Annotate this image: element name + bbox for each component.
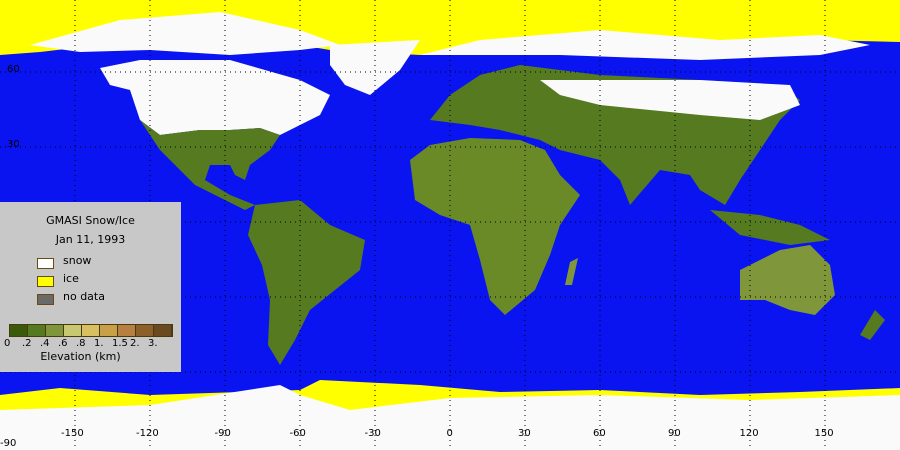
elevation-tick: .2 xyxy=(22,338,32,349)
elevation-tick: 2. xyxy=(130,338,140,349)
elevation-tick: .4 xyxy=(40,338,50,349)
australia xyxy=(740,245,835,315)
indonesia xyxy=(710,210,830,245)
south-america xyxy=(248,200,365,365)
elevation-tick: .8 xyxy=(76,338,86,349)
lon-label: -120 xyxy=(136,428,159,439)
no-data-swatch xyxy=(37,294,54,305)
colorbar-cell xyxy=(28,325,46,336)
elevation-ticks: 0 .2 .4 .6 .8 1. 1.5 2. 3. xyxy=(4,338,179,349)
lat-label-minus90: -90 xyxy=(0,438,17,449)
colorbar-cell xyxy=(46,325,64,336)
lon-label: -60 xyxy=(289,428,306,439)
lon-label: 60 xyxy=(593,428,606,439)
madagascar xyxy=(565,258,578,285)
elevation-colorbar xyxy=(9,324,173,337)
elevation-tick: 1.5 xyxy=(112,338,128,349)
colorbar-cell xyxy=(100,325,118,336)
new-zealand xyxy=(860,310,885,340)
ice-swatch xyxy=(37,276,54,287)
greenland xyxy=(330,40,420,95)
colorbar-cell xyxy=(136,325,154,336)
arctic-snow xyxy=(30,12,870,60)
colorbar-cell xyxy=(10,325,28,336)
lon-label: -90 xyxy=(214,428,231,439)
legend-title: GMASI Snow/Ice xyxy=(46,214,135,227)
elevation-tick: 3. xyxy=(148,338,158,349)
lon-label: -150 xyxy=(61,428,84,439)
snow-swatch xyxy=(37,258,54,269)
elevation-label: Elevation (km) xyxy=(40,350,121,363)
elevation-tick: 0 xyxy=(4,338,11,349)
legend: GMASI Snow/Ice Jan 11, 1993 snow ice no … xyxy=(0,202,181,372)
colorbar-cell xyxy=(154,325,172,336)
snow-label: snow xyxy=(63,254,92,267)
north-america xyxy=(100,60,330,135)
no-data-label: no data xyxy=(63,290,105,303)
lon-label: 90 xyxy=(668,428,681,439)
elevation-tick: 1. xyxy=(94,338,104,349)
lon-label: -30 xyxy=(364,428,381,439)
siberia-snow xyxy=(540,80,800,120)
lat-label-30: 30 xyxy=(7,139,20,150)
antarctica-snow xyxy=(0,385,900,450)
lon-label: 150 xyxy=(814,428,834,439)
elevation-tick: .6 xyxy=(58,338,68,349)
ice-label: ice xyxy=(63,272,79,285)
africa xyxy=(410,138,580,315)
lon-label: 0 xyxy=(446,428,453,439)
colorbar-cell xyxy=(118,325,136,336)
north-america-south xyxy=(140,120,280,210)
lon-label: 120 xyxy=(739,428,759,439)
lat-label-60: 60 xyxy=(7,64,20,75)
lon-label: 30 xyxy=(518,428,531,439)
colorbar-cell xyxy=(64,325,82,336)
colorbar-cell xyxy=(82,325,100,336)
legend-date: Jan 11, 1993 xyxy=(55,233,126,246)
